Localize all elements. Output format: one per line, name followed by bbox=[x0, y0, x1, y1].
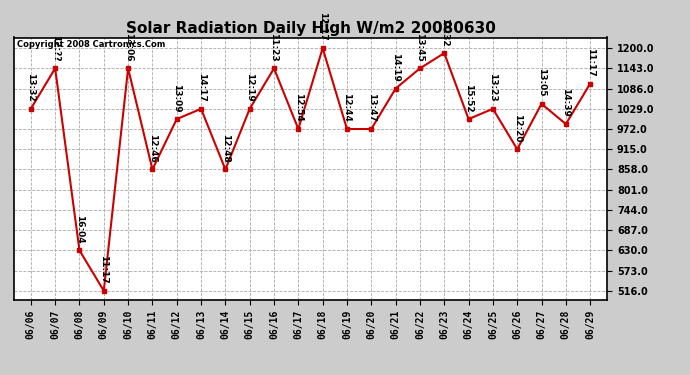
Title: Solar Radiation Daily High W/m2 20080630: Solar Radiation Daily High W/m2 20080630 bbox=[126, 21, 495, 36]
Text: 13:09: 13:09 bbox=[172, 84, 181, 112]
Text: 12:46: 12:46 bbox=[148, 134, 157, 162]
Text: 11:17: 11:17 bbox=[586, 48, 595, 76]
Text: 12:19: 12:19 bbox=[245, 73, 254, 102]
Text: 11:23: 11:23 bbox=[270, 33, 279, 62]
Text: 11:32: 11:32 bbox=[440, 18, 449, 46]
Text: 15:52: 15:52 bbox=[464, 84, 473, 112]
Text: 13:23: 13:23 bbox=[489, 73, 497, 102]
Text: 12:20: 12:20 bbox=[513, 114, 522, 142]
Text: 14:39: 14:39 bbox=[562, 88, 571, 117]
Text: 12:??: 12:?? bbox=[50, 35, 59, 62]
Text: 12:17: 12:17 bbox=[318, 12, 327, 41]
Text: 13:47: 13:47 bbox=[367, 93, 376, 122]
Text: 14:19: 14:19 bbox=[391, 53, 400, 82]
Text: 12:54: 12:54 bbox=[294, 93, 303, 122]
Text: 13:06: 13:06 bbox=[124, 33, 132, 62]
Text: 12:44: 12:44 bbox=[342, 93, 351, 122]
Text: 13:45: 13:45 bbox=[415, 33, 424, 62]
Text: 13:32: 13:32 bbox=[26, 73, 35, 102]
Text: 13:05: 13:05 bbox=[537, 68, 546, 97]
Text: Copyright 2008 Cartronics.Com: Copyright 2008 Cartronics.Com bbox=[17, 40, 165, 49]
Text: 12:48: 12:48 bbox=[221, 134, 230, 162]
Text: 16:04: 16:04 bbox=[75, 215, 84, 243]
Text: 14:17: 14:17 bbox=[197, 73, 206, 102]
Text: 11:17: 11:17 bbox=[99, 255, 108, 284]
